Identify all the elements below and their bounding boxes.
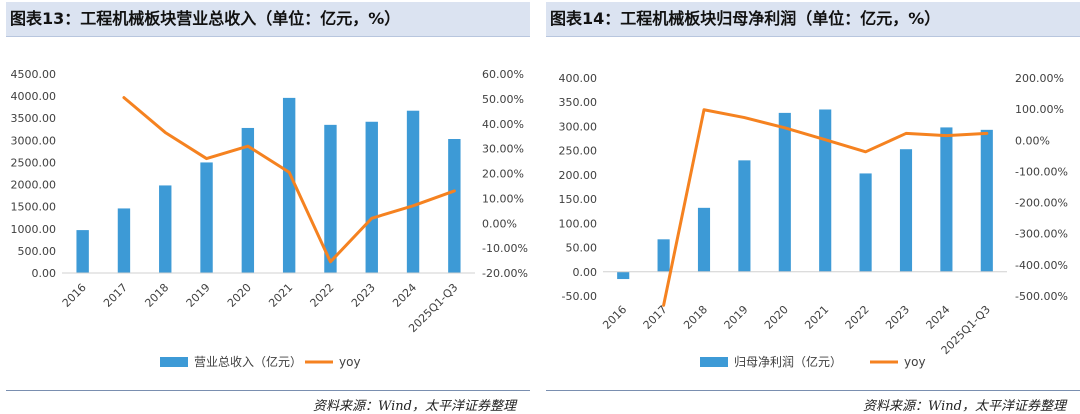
- y2-axis-tick-label: -200.00%: [1015, 197, 1068, 210]
- legend-label-line: yoy: [904, 355, 926, 369]
- y2-axis-tick-label: 0.00%: [1015, 134, 1050, 147]
- y2-axis-tick-label: 100.00%: [1015, 103, 1064, 116]
- chart-panel-revenue: 图表13：工程机械板块营业总收入（单位：亿元，%） 4500.00 4000.00…: [0, 0, 530, 414]
- y-axis-tick-label: 300.00: [559, 120, 598, 133]
- bar: [738, 160, 751, 272]
- bar: [406, 110, 420, 274]
- bar: [200, 162, 213, 273]
- x-axis-tick-label: 2022: [308, 281, 337, 310]
- figure-title: 图表14：工程机械板块归母净利润（单位：亿元，%）: [546, 2, 1080, 37]
- source-note: 资料来源：Wind，太平洋证券整理: [313, 399, 516, 414]
- bar: [899, 149, 913, 272]
- x-axis-tick-label: 2019: [722, 303, 751, 332]
- bar: [365, 121, 378, 273]
- y-axis-tick-label: 3500.00: [11, 112, 57, 125]
- source-divider: [546, 390, 1080, 391]
- legend-label-bar: 归母净利润（亿元）: [734, 354, 842, 369]
- y-axis-tick-label: 2500.00: [11, 156, 57, 169]
- x-axis-tick-label: 2020: [762, 303, 791, 332]
- y-axis-tick-label: 0.00: [573, 266, 598, 279]
- y2-axis-tick-label: -10.00%: [482, 242, 528, 255]
- legend-bar-swatch: [160, 357, 188, 367]
- bar: [697, 207, 711, 272]
- x-axis-tick-label: 2017: [641, 303, 670, 332]
- y-axis-tick-label: 250.00: [559, 145, 598, 158]
- y-axis-tick-label: 3000.00: [11, 134, 57, 147]
- x-axis-tick-label: 2024: [390, 281, 419, 310]
- x-axis-tick-label: 2021: [266, 281, 295, 310]
- yoy-line: [122, 96, 456, 264]
- y2-axis-tick-label: -100.00%: [1015, 165, 1068, 178]
- x-axis-tick-label: 2021: [802, 303, 831, 332]
- x-axis-tick-label: 2019: [184, 281, 213, 310]
- y2-axis-tick-label: -300.00%: [1015, 228, 1068, 241]
- net-profit-chart: 400.00 350.00 300.00 250.00 200.00 150.00 100.…: [559, 72, 1068, 369]
- bar: [859, 173, 872, 272]
- bar: [617, 271, 630, 280]
- bar: [819, 109, 832, 272]
- y2-axis-tick-label: 200.00%: [1015, 72, 1064, 85]
- x-axis-tick-label: 2018: [142, 281, 171, 310]
- y-axis-tick-label: 150.00: [559, 193, 598, 206]
- y2-axis-tick-label: 60.00%: [482, 68, 524, 81]
- x-axis-tick-label: 2018: [681, 303, 710, 332]
- y-axis-tick-label: 500.00: [18, 245, 57, 258]
- legend-label-line: yoy: [339, 355, 361, 369]
- legend-bar-swatch: [700, 357, 728, 367]
- y2-axis-tick-label: -400.00%: [1015, 259, 1068, 272]
- y-axis-tick-label: 4000.00: [11, 90, 57, 103]
- chart-panel-net-profit: 图表14：工程机械板块归母净利润（单位：亿元，%） 400.00 350.00 30…: [540, 0, 1080, 414]
- y-axis-tick-label: 50.00: [566, 242, 598, 255]
- y2-axis-tick-label: 40.00%: [482, 118, 524, 131]
- figure-title: 图表13：工程机械板块营业总收入（单位：亿元，%）: [6, 2, 530, 37]
- revenue-chart: 4500.00 4000.00 3500.00 3000.00 2500.00 2000.…: [11, 68, 528, 369]
- x-axis-tick-label: 2016: [600, 303, 629, 332]
- bar: [159, 185, 172, 273]
- bar: [657, 239, 670, 272]
- x-axis-tick-label: 2023: [349, 281, 378, 310]
- y2-axis-tick-label: 10.00%: [482, 192, 524, 205]
- source-note: 资料来源：Wind，太平洋证券整理: [863, 399, 1066, 414]
- y-axis-tick-label: 200.00: [559, 169, 598, 182]
- bar: [117, 208, 131, 273]
- y2-axis-tick-label: 30.00%: [482, 143, 524, 156]
- x-axis-tick-label: 2017: [101, 281, 130, 310]
- bar: [448, 139, 461, 273]
- bar: [778, 112, 791, 272]
- x-axis-tick-label: 2023: [883, 303, 912, 332]
- y-axis-tick-label: 1000.00: [11, 223, 57, 236]
- bar: [241, 127, 255, 273]
- x-axis-tick-label: 2016: [60, 281, 89, 310]
- bar: [282, 97, 296, 273]
- y-axis-tick-label: 4500.00: [11, 68, 57, 81]
- x-axis-tick-label: 2024: [924, 303, 953, 332]
- y2-axis-tick-label: -500.00%: [1015, 290, 1068, 303]
- bar: [324, 124, 337, 273]
- y2-axis-tick-label: -20.00%: [482, 267, 528, 280]
- y-axis-tick-label: -50.00: [562, 290, 597, 303]
- legend-label-bar: 营业总收入（亿元）: [194, 354, 302, 369]
- y2-axis-tick-label: 50.00%: [482, 93, 524, 106]
- x-axis-tick-label: 2020: [225, 281, 254, 310]
- y-axis-tick-label: 350.00: [559, 96, 598, 109]
- bar: [940, 127, 953, 272]
- y2-axis-tick-label: 0.00%: [482, 217, 517, 230]
- yoy-line: [662, 108, 989, 307]
- bar: [980, 129, 993, 272]
- y-axis-tick-label: 2000.00: [11, 179, 57, 192]
- x-axis-tick-label: 2022: [843, 303, 872, 332]
- y-axis-tick-label: 1500.00: [11, 201, 57, 214]
- y2-axis-tick-label: 20.00%: [482, 168, 524, 181]
- bar: [76, 230, 89, 273]
- y-axis-tick-label: 400.00: [559, 72, 598, 85]
- y-axis-tick-label: 100.00: [559, 217, 598, 230]
- y-axis-tick-label: 0.00: [32, 267, 57, 280]
- source-divider: [6, 390, 530, 391]
